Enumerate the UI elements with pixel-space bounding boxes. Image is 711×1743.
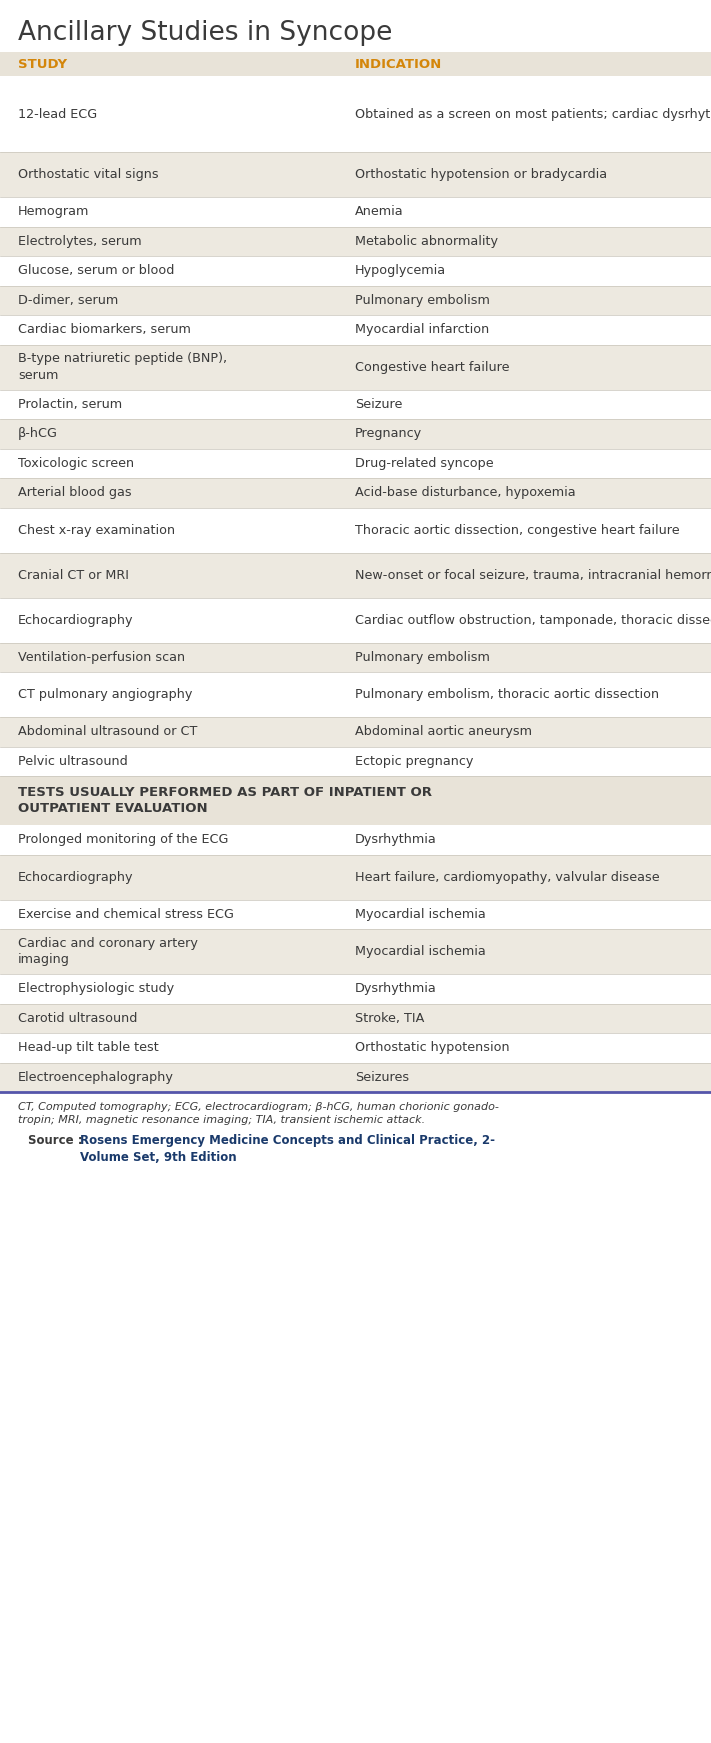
Text: Electrolytes, serum: Electrolytes, serum — [18, 235, 141, 248]
Text: CT pulmonary angiography: CT pulmonary angiography — [18, 688, 193, 701]
Text: Ancillary Studies in Syncope: Ancillary Studies in Syncope — [18, 21, 392, 45]
Bar — [0, 899, 711, 929]
Text: Exercise and chemical stress ECG: Exercise and chemical stress ECG — [18, 908, 234, 920]
Bar — [0, 746, 711, 776]
Text: Pulmonary embolism: Pulmonary embolism — [355, 650, 490, 664]
Bar — [0, 345, 711, 389]
Text: Hypoglycemia: Hypoglycemia — [355, 265, 446, 277]
Text: CT, Computed tomography; ECG, electrocardiogram; β-hCG, human chorionic gonado-
: CT, Computed tomography; ECG, electrocar… — [18, 1102, 499, 1126]
Text: Stroke, TIA: Stroke, TIA — [355, 1011, 424, 1025]
Text: Glucose, serum or blood: Glucose, serum or blood — [18, 265, 174, 277]
Bar — [0, 418, 711, 448]
Text: New-onset or focal seizure, trauma, intracranial hemorrhage: New-onset or focal seizure, trauma, intr… — [355, 568, 711, 582]
Bar — [0, 197, 711, 227]
Bar — [0, 286, 711, 315]
Bar — [0, 227, 711, 256]
Bar — [0, 643, 711, 673]
Text: Myocardial infarction: Myocardial infarction — [355, 322, 489, 336]
Text: Hemogram: Hemogram — [18, 206, 90, 218]
Text: Source :: Source : — [28, 1135, 87, 1147]
Bar — [0, 776, 711, 824]
Text: Orthostatic hypotension or bradycardia: Orthostatic hypotension or bradycardia — [355, 167, 607, 181]
Bar — [0, 52, 711, 77]
Text: Congestive heart failure: Congestive heart failure — [355, 361, 509, 373]
Text: Drug-related syncope: Drug-related syncope — [355, 457, 493, 471]
Bar — [0, 152, 711, 197]
Bar — [0, 824, 711, 854]
Text: Orthostatic hypotension: Orthostatic hypotension — [355, 1041, 510, 1055]
Text: Seizures: Seizures — [355, 1070, 409, 1084]
Text: D-dimer, serum: D-dimer, serum — [18, 295, 118, 307]
Text: Prolactin, serum: Prolactin, serum — [18, 397, 122, 411]
Text: Electrophysiologic study: Electrophysiologic study — [18, 983, 174, 995]
Text: Cardiac outflow obstruction, tamponade, thoracic dissection: Cardiac outflow obstruction, tamponade, … — [355, 614, 711, 626]
Text: Pregnancy: Pregnancy — [355, 427, 422, 441]
Text: Obtained as a screen on most patients; cardiac dysrhythmia, conduction abnormali: Obtained as a screen on most patients; c… — [355, 108, 711, 120]
Bar — [0, 389, 711, 418]
Text: β-hCG: β-hCG — [18, 427, 58, 441]
Text: Dysrhythmia: Dysrhythmia — [355, 833, 437, 847]
Text: Dysrhythmia: Dysrhythmia — [355, 983, 437, 995]
Bar — [0, 716, 711, 746]
Text: STUDY: STUDY — [18, 58, 67, 70]
Text: Toxicologic screen: Toxicologic screen — [18, 457, 134, 471]
Bar — [0, 929, 711, 974]
Bar — [0, 478, 711, 507]
Text: Carotid ultrasound: Carotid ultrasound — [18, 1011, 137, 1025]
Bar — [0, 553, 711, 598]
Bar — [0, 77, 711, 152]
Text: Arterial blood gas: Arterial blood gas — [18, 486, 132, 498]
Text: Head-up tilt table test: Head-up tilt table test — [18, 1041, 159, 1055]
Bar — [0, 507, 711, 553]
Text: Pulmonary embolism: Pulmonary embolism — [355, 295, 490, 307]
Text: Anemia: Anemia — [355, 206, 403, 218]
Text: 12-lead ECG: 12-lead ECG — [18, 108, 97, 120]
Text: Pulmonary embolism, thoracic aortic dissection: Pulmonary embolism, thoracic aortic diss… — [355, 688, 659, 701]
Text: Heart failure, cardiomyopathy, valvular disease: Heart failure, cardiomyopathy, valvular … — [355, 870, 660, 884]
Bar — [0, 256, 711, 286]
Text: Chest x-ray examination: Chest x-ray examination — [18, 523, 175, 537]
Text: Abdominal aortic aneurysm: Abdominal aortic aneurysm — [355, 725, 532, 739]
Text: Orthostatic vital signs: Orthostatic vital signs — [18, 167, 159, 181]
Text: Echocardiography: Echocardiography — [18, 870, 134, 884]
Text: Ectopic pregnancy: Ectopic pregnancy — [355, 755, 474, 767]
Bar — [0, 315, 711, 345]
Bar — [0, 1063, 711, 1093]
Bar — [0, 673, 711, 716]
Text: Abdominal ultrasound or CT: Abdominal ultrasound or CT — [18, 725, 198, 739]
Text: Seizure: Seizure — [355, 397, 402, 411]
Text: B-type natriuretic peptide (BNP),
serum: B-type natriuretic peptide (BNP), serum — [18, 352, 227, 382]
Bar — [0, 598, 711, 643]
Text: Ventilation-perfusion scan: Ventilation-perfusion scan — [18, 650, 185, 664]
Bar — [0, 1004, 711, 1034]
Text: Thoracic aortic dissection, congestive heart failure: Thoracic aortic dissection, congestive h… — [355, 523, 680, 537]
Text: Pelvic ultrasound: Pelvic ultrasound — [18, 755, 128, 767]
Text: Electroencephalography: Electroencephalography — [18, 1070, 174, 1084]
Text: Prolonged monitoring of the ECG: Prolonged monitoring of the ECG — [18, 833, 228, 847]
Text: Cardiac and coronary artery
imaging: Cardiac and coronary artery imaging — [18, 936, 198, 966]
Text: Cardiac biomarkers, serum: Cardiac biomarkers, serum — [18, 322, 191, 336]
Text: Metabolic abnormality: Metabolic abnormality — [355, 235, 498, 248]
Bar — [0, 1034, 711, 1063]
Bar — [0, 854, 711, 899]
Bar — [0, 974, 711, 1004]
Text: Acid-base disturbance, hypoxemia: Acid-base disturbance, hypoxemia — [355, 486, 575, 498]
Bar — [0, 448, 711, 478]
Text: Myocardial ischemia: Myocardial ischemia — [355, 908, 486, 920]
Text: INDICATION: INDICATION — [355, 58, 442, 70]
Text: Myocardial ischemia: Myocardial ischemia — [355, 945, 486, 959]
Text: TESTS USUALLY PERFORMED AS PART OF INPATIENT OR
OUTPATIENT EVALUATION: TESTS USUALLY PERFORMED AS PART OF INPAT… — [18, 786, 432, 816]
Text: Echocardiography: Echocardiography — [18, 614, 134, 626]
Text: Cranial CT or MRI: Cranial CT or MRI — [18, 568, 129, 582]
Text: Rosens Emergency Medicine Concepts and Clinical Practice, 2-
Volume Set, 9th Edi: Rosens Emergency Medicine Concepts and C… — [80, 1135, 495, 1164]
